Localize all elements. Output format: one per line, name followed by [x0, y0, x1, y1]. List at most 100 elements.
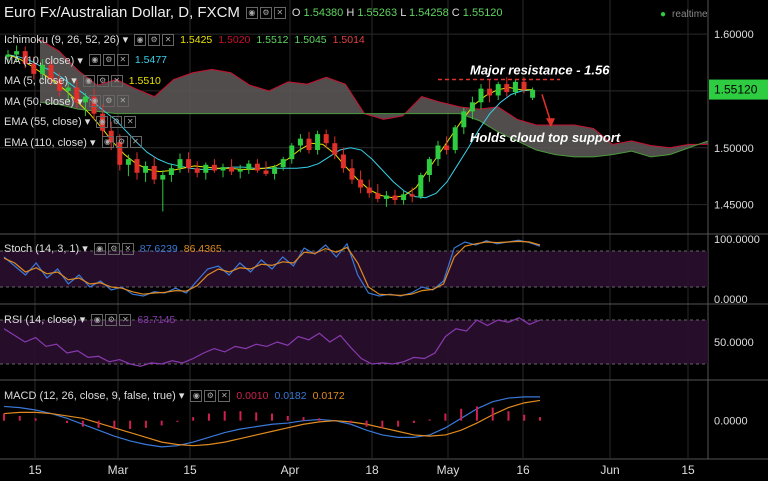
eye-icon[interactable]: ◉: [91, 313, 104, 326]
candle-body: [306, 138, 312, 151]
candle-body: [323, 134, 329, 144]
study-controls[interactable]: ◉ ⚙ ✕: [91, 313, 132, 326]
rsi-legend[interactable]: RSI (14, close) ▾ ◉ ⚙ ✕ 63.7145: [4, 313, 175, 326]
study-controls[interactable]: ◉ ⚙ ✕: [88, 54, 129, 66]
time-tick-label: Mar: [108, 463, 129, 477]
settings-icon[interactable]: ⚙: [107, 242, 120, 255]
ohlc-value-o: 1.54380: [303, 6, 347, 19]
study-controls[interactable]: ◉ ⚙ ✕: [82, 74, 123, 87]
study-legend-2[interactable]: MA (5, close) ▾ ◉ ⚙ ✕ 1.5510: [4, 74, 161, 87]
eye-icon[interactable]: ◉: [82, 74, 95, 87]
eye-icon[interactable]: ◉: [88, 95, 101, 107]
study-name[interactable]: MACD (12, 26, close, 9, false, true) ▾: [4, 390, 185, 402]
time-tick-label: Jun: [600, 463, 619, 477]
study-legend-3[interactable]: MA (50, close) ▾ ◉ ⚙ ✕: [4, 95, 129, 108]
study-controls[interactable]: ◉ ⚙ ✕: [96, 115, 137, 128]
study-legend-5[interactable]: EMA (110, close) ▾ ◉ ⚙ ✕: [4, 136, 142, 149]
ohlc-key-h: H: [346, 6, 358, 19]
candle-body: [478, 88, 484, 103]
candle-body: [349, 168, 355, 180]
symbol-title[interactable]: Euro Fx/Australian Dollar, D, FXCM: [4, 4, 240, 21]
settings-icon[interactable]: ⚙: [110, 115, 123, 128]
candle-body: [143, 165, 149, 173]
close-icon[interactable]: ✕: [116, 54, 129, 66]
price-tick-label: 1.50000: [714, 143, 754, 155]
candle-body: [530, 89, 536, 98]
close-icon[interactable]: ✕: [116, 95, 129, 107]
study-value: 1.5014: [332, 33, 365, 46]
close-icon[interactable]: ✕: [273, 6, 286, 19]
macd-legend[interactable]: MACD (12, 26, close, 9, false, true) ▾ ◉ ⚙…: [4, 389, 345, 402]
study-name[interactable]: Ichimoku (9, 26, 52, 26) ▾: [4, 34, 129, 46]
eye-icon[interactable]: ◉: [134, 33, 147, 46]
settings-icon[interactable]: ⚙: [102, 54, 115, 66]
study-controls[interactable]: ◉ ⚙ ✕: [190, 389, 231, 402]
candle-body: [48, 64, 54, 80]
study-controls[interactable]: ◉ ⚙ ✕: [88, 95, 129, 107]
study-name[interactable]: MA (50, close) ▾: [4, 95, 83, 108]
study-name[interactable]: MA (10, close) ▾: [4, 54, 83, 67]
settings-icon[interactable]: ⚙: [148, 33, 161, 46]
settings-icon[interactable]: ⚙: [259, 6, 272, 19]
ohlc-readout: O 1.54380 H 1.55263 L 1.54258 C 1.55120: [292, 7, 503, 19]
study-legend-4[interactable]: EMA (55, close) ▾ ◉ ⚙ ✕: [4, 115, 137, 128]
settings-icon[interactable]: ⚙: [105, 313, 118, 326]
candle-body: [254, 163, 260, 171]
candle-body: [91, 96, 97, 114]
study-legend-1[interactable]: MA (10, close) ▾ ◉ ⚙ ✕ 1.5477: [4, 54, 167, 67]
study-value: 0.0182: [274, 389, 307, 402]
candle-body: [452, 127, 458, 151]
study-name[interactable]: EMA (55, close) ▾: [4, 116, 91, 128]
eye-icon[interactable]: ◉: [88, 54, 101, 66]
close-icon[interactable]: ✕: [162, 33, 175, 46]
eye-icon[interactable]: ◉: [101, 136, 114, 148]
study-controls[interactable]: ◉ ⚙ ✕: [101, 136, 142, 148]
close-icon[interactable]: ✕: [218, 389, 231, 402]
close-icon[interactable]: ✕: [124, 115, 137, 128]
eye-icon[interactable]: ◉: [93, 242, 106, 255]
close-icon[interactable]: ✕: [129, 136, 142, 148]
candle-body: [487, 88, 493, 96]
candle-body: [5, 54, 11, 57]
close-icon[interactable]: ✕: [121, 242, 134, 255]
study-value: 1.5020: [218, 33, 251, 46]
eye-icon[interactable]: ◉: [190, 389, 203, 402]
cloud-edge-top: [39, 39, 708, 149]
eye-icon[interactable]: ◉: [96, 115, 109, 128]
study-name[interactable]: MA (5, close) ▾: [4, 75, 77, 87]
study-value: 1.5512: [256, 33, 289, 46]
study-value: 86.4365: [183, 242, 222, 255]
close-icon[interactable]: ✕: [119, 313, 132, 326]
stoch-tick-label: 0.0000: [714, 294, 748, 306]
ohlc-value-l: 1.54258: [408, 6, 452, 19]
study-name[interactable]: RSI (14, close) ▾: [4, 314, 86, 326]
header-controls[interactable]: ◉ ⚙ ✕: [245, 6, 286, 19]
realtime-label: realtime: [672, 9, 708, 20]
support-arrow-head: [546, 118, 555, 128]
study-controls[interactable]: ◉ ⚙ ✕: [93, 242, 134, 255]
study-name[interactable]: Stoch (14, 3, 1) ▾: [4, 243, 88, 255]
eye-icon[interactable]: ◉: [245, 6, 258, 19]
time-tick-label: 18: [365, 463, 379, 477]
settings-icon[interactable]: ⚙: [96, 74, 109, 87]
candle-body: [521, 81, 527, 90]
candle-body: [220, 167, 226, 171]
candle-body: [160, 175, 166, 180]
macd-signal-line: [3, 399, 541, 447]
candle-body: [315, 134, 321, 151]
candle-body: [177, 159, 183, 169]
candle-body: [444, 145, 450, 151]
settings-icon[interactable]: ⚙: [115, 136, 128, 148]
stoch-legend[interactable]: Stoch (14, 3, 1) ▾ ◉ ⚙ ✕ 87.6239 86.4365: [4, 242, 222, 255]
candle-body: [65, 87, 71, 91]
study-legend-0[interactable]: Ichimoku (9, 26, 52, 26) ▾ ◉ ⚙ ✕ 1.5425 1.502…: [4, 33, 365, 46]
study-controls[interactable]: ◉ ⚙ ✕: [134, 33, 175, 46]
candle-body: [39, 64, 45, 74]
study-value: 1.5425: [180, 33, 213, 46]
settings-icon[interactable]: ⚙: [204, 389, 217, 402]
settings-icon[interactable]: ⚙: [102, 95, 115, 107]
close-icon[interactable]: ✕: [110, 74, 123, 87]
candle-body: [383, 195, 389, 199]
study-name[interactable]: EMA (110, close) ▾: [4, 136, 96, 149]
